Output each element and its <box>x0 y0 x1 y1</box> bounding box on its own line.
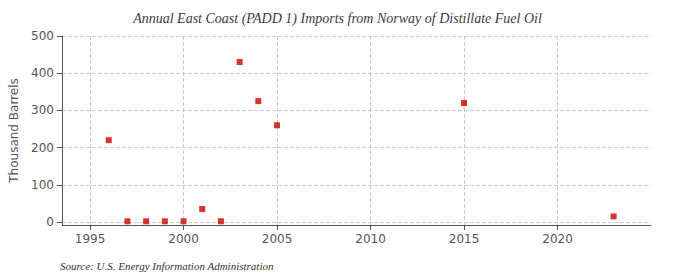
svg-text:0: 0 <box>46 215 54 229</box>
svg-text:2000: 2000 <box>168 232 199 246</box>
svg-text:500: 500 <box>31 29 54 43</box>
svg-text:1995: 1995 <box>75 232 106 246</box>
svg-text:100: 100 <box>31 178 54 192</box>
svg-text:2010: 2010 <box>355 232 386 246</box>
svg-text:Annual East Coast (PADD 1) Imp: Annual East Coast (PADD 1) Imports from … <box>132 11 542 27</box>
svg-text:300: 300 <box>31 103 54 117</box>
svg-text:400: 400 <box>31 66 54 80</box>
svg-text:Source: U.S. Energy Informatio: Source: U.S. Energy Information Administ… <box>60 260 274 272</box>
svg-text:2015: 2015 <box>449 232 480 246</box>
svg-text:2020: 2020 <box>542 232 573 246</box>
svg-text:2005: 2005 <box>262 232 293 246</box>
svg-text:200: 200 <box>31 141 54 155</box>
svg-text:Thousand Barrels: Thousand Barrels <box>7 78 21 183</box>
